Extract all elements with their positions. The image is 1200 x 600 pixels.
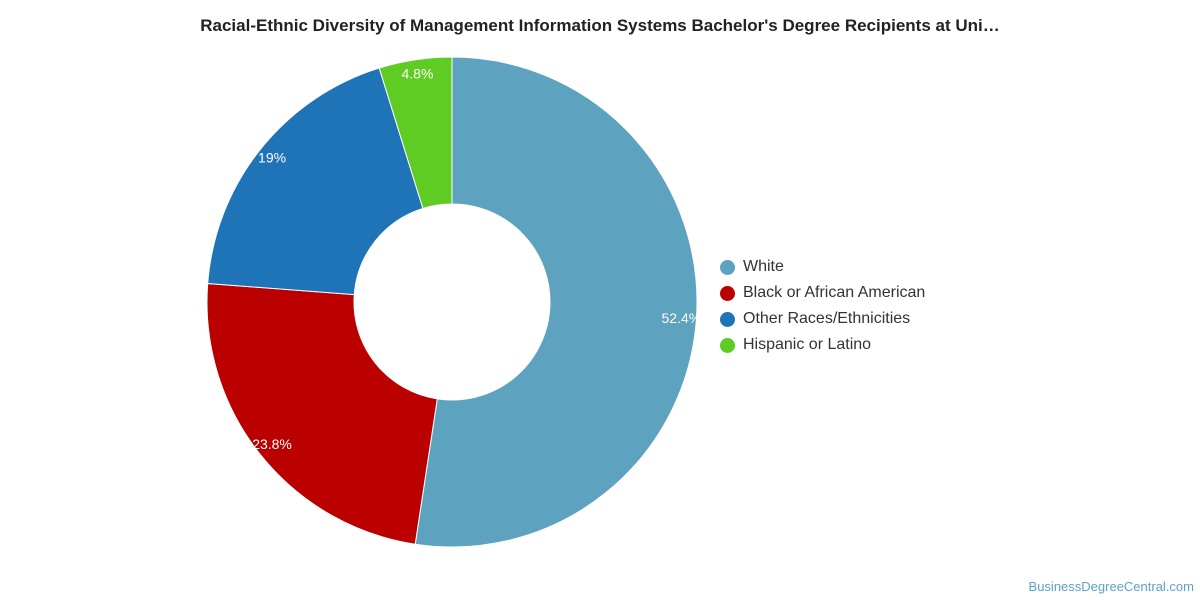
legend-item[interactable]: Other Races/Ethnicities xyxy=(720,306,925,332)
legend-swatch-icon xyxy=(720,337,735,353)
legend-item[interactable]: Black or African American xyxy=(720,280,925,306)
slice-hispanic-or-latino[interactable] xyxy=(378,56,453,210)
legend-swatch-icon xyxy=(720,285,735,301)
chart-title: Racial-Ethnic Diversity of Management In… xyxy=(200,16,1000,35)
slice-other-races-ethnicities[interactable] xyxy=(207,67,424,296)
legend-label: Hispanic or Latino xyxy=(743,336,872,353)
legend-label: Other Races/Ethnicities xyxy=(743,310,911,327)
slice-white[interactable] xyxy=(414,56,698,548)
data-label: 19% xyxy=(258,149,286,165)
legend-label: White xyxy=(743,258,784,275)
labels-group: 52.4% 23.8% 19% 4.8% xyxy=(252,65,701,452)
legend-item[interactable]: Hispanic or Latino xyxy=(720,332,925,358)
data-label: 23.8% xyxy=(252,436,292,452)
legend-swatch-icon xyxy=(720,259,735,275)
slice-black-or-african-american[interactable] xyxy=(206,283,438,545)
site-credit[interactable]: BusinessDegreeCentral.com xyxy=(1028,579,1194,594)
legend: White Black or African American Other Race… xyxy=(720,254,925,358)
legend-item[interactable]: White xyxy=(720,254,925,280)
slices-group xyxy=(206,56,698,548)
data-label: 4.8% xyxy=(401,65,433,81)
data-label: 52.4% xyxy=(661,310,701,326)
legend-swatch-icon xyxy=(720,311,735,327)
legend-label: Black or African American xyxy=(743,284,926,301)
